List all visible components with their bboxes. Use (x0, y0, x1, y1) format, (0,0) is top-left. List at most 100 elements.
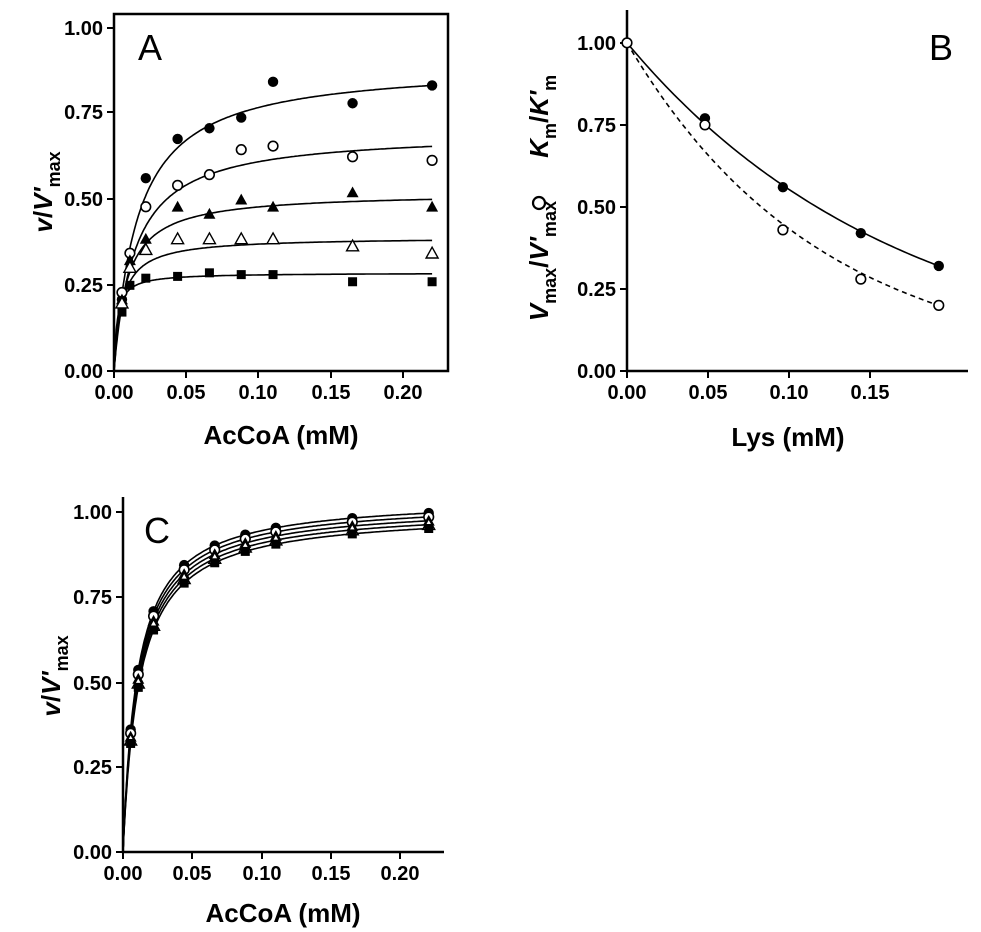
fit-curve (122, 520, 429, 853)
panel-b-y-part: m (540, 123, 560, 139)
open-circle-marker (855, 273, 867, 285)
y-tick-label: 1.00 (64, 18, 103, 40)
svg-text:Vmax/V'max Km/K'm: Vmax/V'max Km/K'm (524, 75, 560, 321)
open-circle-marker (621, 37, 633, 49)
filled-circle-marker (933, 260, 944, 272)
y-tick-label: 0.50 (73, 673, 112, 695)
open-circle-marker (346, 151, 359, 163)
panel-b-marks (621, 37, 945, 311)
panel-c-y-axis-label: v/V'max (36, 635, 72, 716)
fit-curve (122, 523, 429, 853)
filled-square-marker (204, 268, 214, 278)
open-circle-marker (699, 119, 711, 131)
y-tick-label: 0.75 (577, 115, 616, 137)
filled-triangle-marker (346, 186, 359, 198)
panel-c-y-part: max (52, 635, 72, 671)
filled-triangle-marker (426, 200, 439, 212)
open-circle-marker (203, 169, 216, 181)
filled-square-marker (424, 524, 434, 534)
filled-square-marker (427, 277, 437, 287)
panel-b-y-part: V (524, 301, 554, 321)
filled-circle-marker (140, 173, 152, 184)
filled-triangle-marker (267, 200, 280, 212)
x-tick-label: 0.15 (312, 863, 351, 885)
panel-b-y-part: / (524, 116, 554, 123)
y-tick-label: 0.00 (73, 842, 112, 864)
panel-b-letter: B (929, 27, 953, 68)
panel-a-marks (114, 76, 440, 317)
x-tick-label: 0.10 (770, 382, 809, 404)
filled-circle-marker (777, 182, 789, 193)
panel-b-y-part: max (540, 268, 560, 304)
filled-square-marker (268, 270, 278, 280)
panel-b: B 0.00 0.05 0.10 0.15 0.00 0.25 0.50 0.75 1.00 L… (524, 10, 968, 452)
panel-c-ticks: 0.00 0.05 0.10 0.15 0.20 0.00 0.25 0.50 0.75 1.00 (73, 502, 419, 885)
filled-square-marker (133, 682, 143, 692)
open-circle-marker (777, 224, 789, 236)
panel-c-marks (123, 507, 436, 748)
panel-c-curves (122, 512, 429, 853)
filled-square-marker (240, 546, 250, 556)
open-circle-marker (267, 140, 279, 152)
panel-c-letter: C (144, 510, 170, 551)
fit-curve (122, 516, 429, 853)
filled-square-marker (125, 280, 135, 290)
panel-b-x-axis-label: Lys (mM) (731, 422, 844, 452)
panel-a-y-part: / (28, 211, 58, 218)
y-tick-label: 0.75 (73, 587, 112, 609)
panel-b-y-part: K (524, 137, 554, 158)
x-tick-label: 0.00 (608, 382, 647, 404)
panel-c-axes (121, 497, 444, 854)
panel-c-x-axis-label: AcCoA (mM) (205, 898, 360, 928)
fit-curve (113, 145, 433, 372)
panel-b-y-part: / (524, 261, 554, 268)
panel-a-y-part: v (28, 217, 58, 233)
filled-circle-marker (204, 123, 215, 134)
panel-a-curves (113, 84, 433, 372)
x-tick-label: 0.05 (173, 863, 212, 885)
open-triangle-marker (122, 260, 138, 273)
filled-circle-marker (267, 76, 279, 88)
open-triangle-marker (234, 231, 249, 245)
filled-square-marker (271, 539, 281, 549)
fit-curve-dashed (626, 42, 940, 307)
filled-circle-marker (236, 112, 247, 123)
x-tick-label: 0.20 (381, 863, 420, 885)
panel-b-y-part: V' (524, 236, 554, 260)
open-circle-marker (172, 179, 184, 191)
fit-curve (113, 84, 433, 372)
y-tick-label: 0.75 (64, 102, 103, 124)
y-tick-label: 0.25 (577, 279, 616, 301)
panel-c-y-part: v (36, 701, 66, 717)
panel-b-y-part: max (540, 201, 560, 237)
fit-curve (113, 198, 433, 372)
panel-b-y-part: K' (524, 90, 554, 116)
fit-curve (122, 512, 429, 853)
panel-a: A 0.00 0.05 0.10 0.15 0.20 0.00 0.25 0.50 0.75 1.… (28, 12, 450, 450)
x-tick-label: 0.00 (104, 863, 143, 885)
panel-b-ticks: 0.00 0.05 0.10 0.15 0.00 0.25 0.50 0.75 1.00 (577, 33, 889, 404)
panel-a-y-axis-label: v/V'max (28, 151, 64, 232)
fit-curve (113, 239, 433, 372)
open-circle-marker (933, 299, 945, 311)
open-triangle-marker (170, 231, 185, 245)
panel-a-frame (112, 12, 450, 373)
panel-c-y-part: V' (36, 671, 66, 695)
filled-triangle-marker (123, 254, 136, 266)
filled-circle-marker (172, 133, 183, 145)
x-tick-label: 0.10 (239, 382, 278, 404)
filled-square-marker (348, 277, 358, 287)
filled-square-marker (236, 270, 246, 280)
panel-c: C 0.00 0.05 0.10 0.15 0.20 0.00 0.25 0.50 0.75 1.… (36, 497, 444, 928)
panel-b-curves (626, 42, 940, 307)
filled-square-marker (141, 273, 151, 283)
x-tick-label: 0.05 (689, 382, 728, 404)
y-tick-label: 0.50 (577, 197, 616, 219)
x-tick-label: 0.15 (851, 382, 890, 404)
fit-curve (113, 273, 433, 372)
x-tick-label: 0.00 (95, 382, 134, 404)
y-tick-label: 0.00 (577, 361, 616, 383)
panel-b-axes (625, 10, 968, 373)
open-triangle-marker (202, 231, 217, 245)
